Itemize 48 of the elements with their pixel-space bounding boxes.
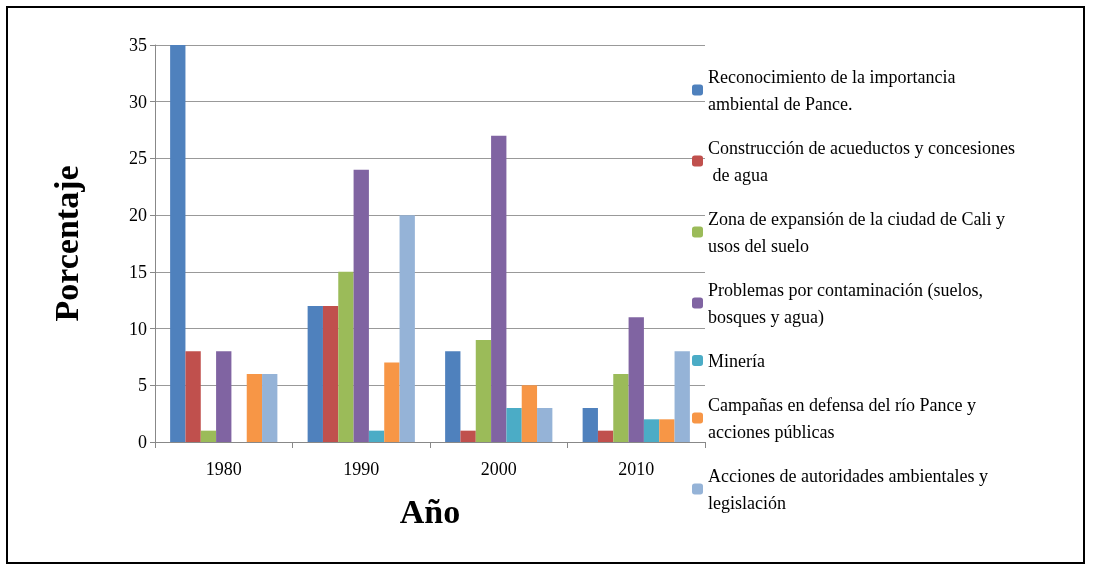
x-tick-label: 1990 bbox=[343, 459, 380, 479]
bar bbox=[475, 339, 492, 442]
y-tick-label: 35 bbox=[129, 35, 147, 55]
legend-label: Construcción de acueductos y concesiones de agua bbox=[708, 137, 1015, 185]
bar bbox=[582, 407, 598, 442]
y-tick-label: 5 bbox=[138, 375, 147, 396]
bar bbox=[613, 373, 629, 442]
legend-label: Zona de expansión de la ciudad de Cali y usos del suelo bbox=[708, 208, 1010, 256]
bar bbox=[216, 351, 232, 442]
legend-label: Minería bbox=[708, 350, 765, 371]
x-tick-label: 1980 bbox=[205, 459, 242, 479]
y-tick-label: 15 bbox=[129, 261, 147, 282]
bar bbox=[262, 373, 278, 442]
bar bbox=[491, 135, 507, 442]
y-axis-title: Porcentaje bbox=[47, 165, 85, 322]
bar bbox=[368, 430, 385, 442]
y-tick-label: 25 bbox=[129, 148, 147, 169]
x-tick-label: 2010 bbox=[618, 459, 655, 479]
bar bbox=[537, 407, 553, 442]
bar bbox=[597, 430, 614, 442]
bar bbox=[674, 351, 690, 442]
y-tick-label: 10 bbox=[129, 318, 147, 339]
bar bbox=[628, 317, 644, 442]
legend-label: Problemas por contaminación (suelos, bosques y agua) bbox=[708, 279, 988, 328]
bar bbox=[521, 385, 538, 442]
legend-label: Campañas en defensa del río Pance y acciones públicas bbox=[708, 394, 985, 442]
bar bbox=[384, 362, 400, 442]
legend-label: Reconocimiento de la importancia ambiental de Pance. bbox=[708, 66, 960, 114]
bar bbox=[506, 407, 522, 442]
bar bbox=[200, 430, 217, 442]
bar bbox=[399, 215, 415, 442]
bar bbox=[322, 305, 339, 442]
bar bbox=[643, 419, 660, 442]
bar bbox=[338, 271, 354, 442]
y-tick-label: 20 bbox=[129, 205, 147, 226]
y-tick-label: 30 bbox=[129, 91, 147, 112]
x-tick-label: 2000 bbox=[480, 459, 517, 479]
bar bbox=[460, 430, 476, 442]
bar bbox=[307, 305, 323, 442]
bar bbox=[353, 169, 369, 442]
bar bbox=[246, 373, 263, 442]
bar bbox=[659, 419, 675, 442]
bar bbox=[445, 351, 461, 442]
y-tick-label: 0 bbox=[138, 432, 147, 452]
bar bbox=[170, 45, 186, 442]
bar bbox=[185, 351, 201, 442]
x-axis-title: Año bbox=[399, 492, 461, 530]
legend-label: Acciones de autoridades ambientales y legislación bbox=[708, 465, 993, 513]
